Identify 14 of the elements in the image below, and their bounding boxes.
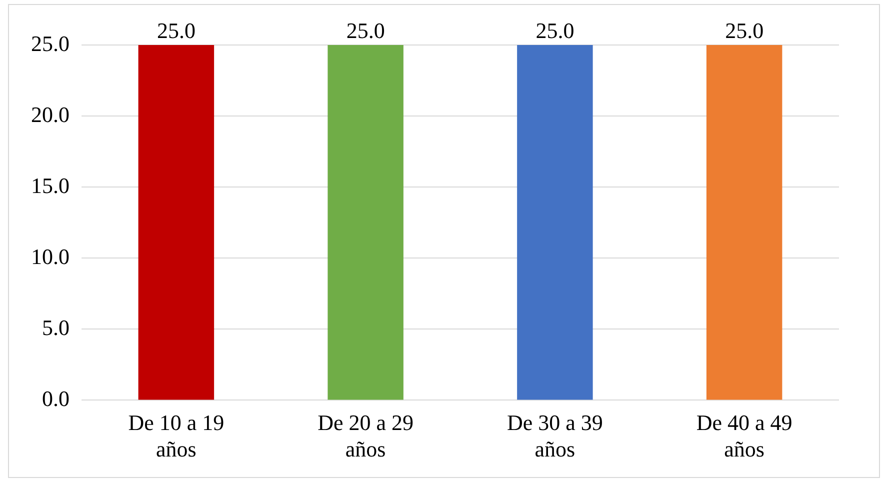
data-label: 25.0: [346, 18, 385, 43]
y-tick-label: 5.0: [42, 314, 70, 340]
x-tick-label: De 10 a 19 años: [128, 410, 224, 462]
y-tick-label: 15.0: [31, 172, 70, 198]
x-tick-label: De 30 a 39 años: [506, 410, 603, 462]
data-label: 25.0: [725, 18, 764, 43]
data-label: 25.0: [156, 18, 196, 43]
data-label: 25.0: [536, 18, 574, 43]
y-tick-label: 20.0: [31, 102, 70, 127]
x-tick-label: De 40 a 49 años: [696, 410, 792, 462]
y-tick-label: 0.0: [42, 386, 70, 411]
y-tick-label: 10.0: [31, 244, 70, 269]
y-tick-label: 25.0: [31, 30, 70, 56]
x-tick-label: De 20 a 29 años: [318, 410, 414, 462]
